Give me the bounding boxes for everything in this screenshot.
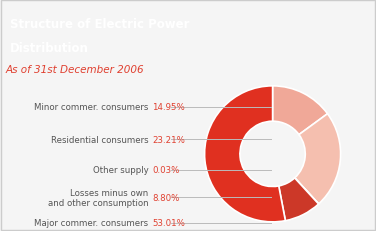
Text: 53.01%: 53.01% xyxy=(152,219,185,227)
Text: Minor commer. consumers: Minor commer. consumers xyxy=(34,103,149,112)
Wedge shape xyxy=(273,86,327,135)
Text: As of 31st December 2006: As of 31st December 2006 xyxy=(6,65,144,75)
Wedge shape xyxy=(205,86,285,222)
Text: Structure of Electric Power: Structure of Electric Power xyxy=(9,18,189,31)
Text: 23.21%: 23.21% xyxy=(152,135,185,144)
Text: Distribution: Distribution xyxy=(9,42,88,55)
Text: Major commer. consumers: Major commer. consumers xyxy=(34,219,149,227)
Text: Losses minus own
and other consumption: Losses minus own and other consumption xyxy=(48,188,149,207)
Text: 8.80%: 8.80% xyxy=(152,193,180,202)
Wedge shape xyxy=(295,178,319,204)
Wedge shape xyxy=(279,178,318,221)
Text: Residential consumers: Residential consumers xyxy=(51,135,149,144)
Text: Other supply: Other supply xyxy=(93,165,149,174)
Text: 14.95%: 14.95% xyxy=(152,103,185,112)
Wedge shape xyxy=(295,114,341,204)
Text: 0.03%: 0.03% xyxy=(152,165,180,174)
